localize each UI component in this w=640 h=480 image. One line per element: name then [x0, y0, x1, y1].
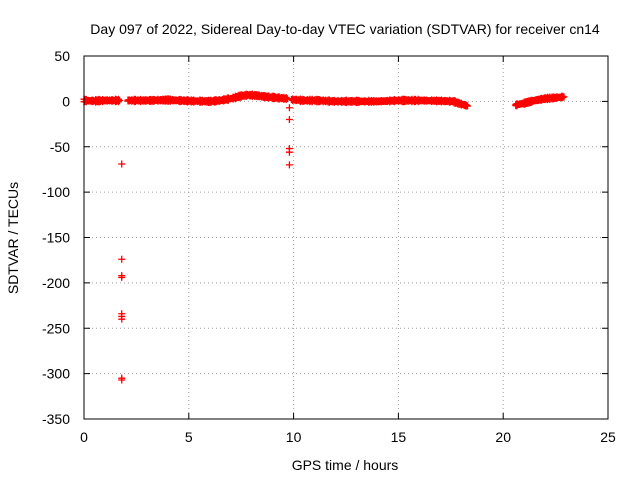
x-axis-label: GPS time / hours — [292, 457, 399, 473]
data-point — [560, 93, 568, 101]
data-point — [464, 102, 472, 110]
outlier-point — [118, 315, 126, 323]
y-tick-label: -200 — [42, 275, 70, 291]
plot-frame — [83, 55, 609, 420]
outlier-point — [285, 161, 293, 169]
outlier-point — [118, 273, 126, 281]
x-tick-label: 0 — [80, 429, 88, 445]
outlier-point — [118, 376, 126, 384]
x-tick-label: 15 — [391, 429, 407, 445]
x-tick-label: 25 — [600, 429, 616, 445]
x-tick-label: 20 — [495, 429, 511, 445]
outlier-point — [118, 160, 126, 168]
axis-ticks: 0 5 10 15 20 25 50 0 -50 -100 -150 -200 -250 -300 -350 — [42, 48, 616, 445]
x-tick-label: 5 — [185, 429, 193, 445]
grid-lines — [84, 56, 608, 419]
data-point — [559, 94, 567, 102]
data-points — [80, 90, 568, 384]
chart-title: Day 097 of 2022, Sidereal Day-to-day VTE… — [90, 21, 600, 37]
y-tick-label: -250 — [42, 320, 70, 336]
outlier-point — [285, 148, 293, 156]
outlier-point — [118, 255, 126, 263]
y-tick-label: -300 — [42, 366, 70, 382]
data-point — [116, 96, 124, 104]
y-tick-label: -150 — [42, 230, 70, 246]
x-tick-label: 10 — [286, 429, 302, 445]
y-tick-label: 0 — [62, 93, 70, 109]
data-point — [115, 95, 123, 103]
y-tick-label: -350 — [42, 411, 70, 427]
outlier-point — [285, 104, 293, 112]
y-tick-label: -100 — [42, 184, 70, 200]
y-tick-label: -50 — [50, 139, 70, 155]
y-axis-label: SDTVAR / TECUs — [5, 182, 21, 294]
y-tick-label: 50 — [54, 48, 70, 64]
outlier-point — [285, 116, 293, 124]
